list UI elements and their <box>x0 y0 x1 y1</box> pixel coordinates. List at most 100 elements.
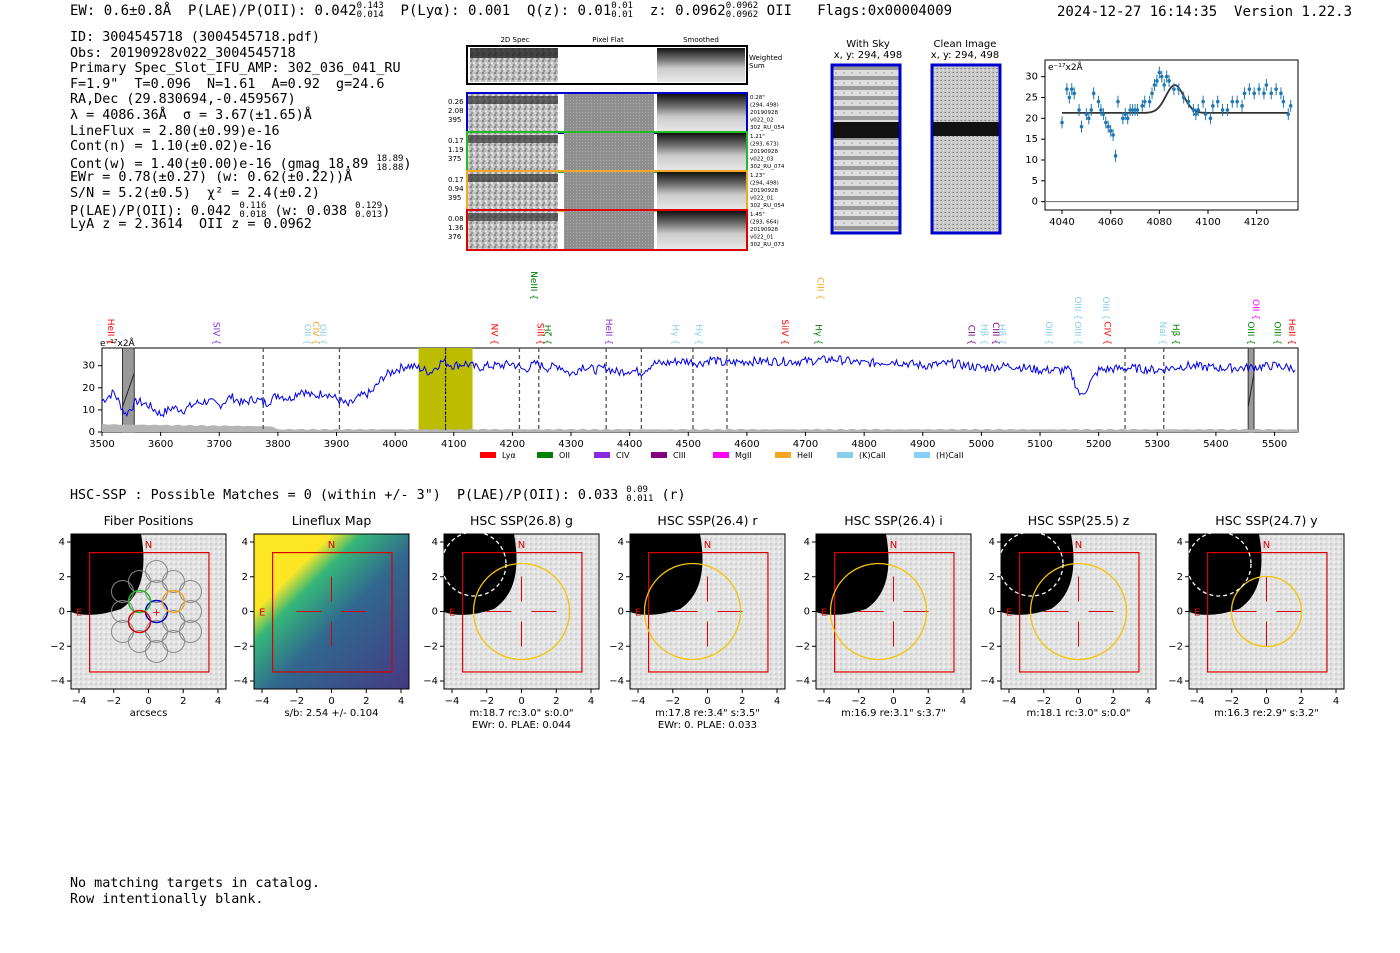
zoom-data-point <box>1142 99 1147 104</box>
cutout-row-value: 0.08 <box>448 215 464 223</box>
spectrum-line <box>101 355 1296 418</box>
hsc-white-aperture <box>441 531 507 597</box>
hsc-white-aperture <box>1186 531 1252 597</box>
hsc-y-tick-label: −4 <box>423 676 438 687</box>
hsc-y-tick-label: 0 <box>432 607 438 618</box>
hsc-y-tick-label: 0 <box>804 607 810 618</box>
cutout-row-meta: 0.28" <box>750 95 765 101</box>
col-smoothed-label: Smoothed <box>683 36 719 44</box>
hsc-north-label: N <box>145 540 152 551</box>
hsc-east-label: E <box>1194 608 1200 619</box>
hsc-aperture-box <box>833 551 955 673</box>
hsc-x-tick-label: 2 <box>925 696 931 707</box>
hsc-x-tick-label: −2 <box>1224 696 1239 707</box>
spectrum-plot-area <box>101 347 1299 433</box>
hsc-x-tick-label: 0 <box>328 696 334 707</box>
spectrum-emission-label: CIV { <box>1102 321 1112 345</box>
cutout-row-meta: (294, 498) <box>750 103 779 109</box>
legend-swatch <box>914 452 930 458</box>
hsc-yellow-aperture <box>643 562 742 661</box>
zoom-data-point <box>1181 95 1186 100</box>
hsc-panel-caption: arcsecs <box>130 708 168 719</box>
zoom-data-point <box>1281 99 1286 104</box>
hsc-y-tick-label: −2 <box>423 641 438 652</box>
hsc-y-tick-label: 4 <box>618 537 624 548</box>
hsc-panel-image <box>253 533 410 690</box>
cutout-row-meta: (294, 498) <box>750 181 779 187</box>
spectrum-x-tick-label: 5100 <box>1027 439 1052 450</box>
hsc-y-tick-label: 0 <box>242 607 248 618</box>
spectrum-emission-label: Hγ { <box>669 324 679 345</box>
hsc-aperture-box <box>647 551 769 673</box>
spectrum-emission-label: Hβ { <box>978 324 988 345</box>
cutout-smoothed <box>657 172 747 210</box>
col-pixel-flat-label: Pixel Flat <box>592 36 624 44</box>
hsc-x-tick-label: −2 <box>665 696 680 707</box>
hsc-panels: Fiber Positions + N E −4 −2 0 2 4 4 2 0 −2 −4 arcsecs L… <box>50 513 1345 728</box>
cutout-row-value: 1.19 <box>448 146 464 154</box>
zoom-data-point <box>1123 112 1128 116</box>
hsc-x-tick-label: −4 <box>255 696 270 707</box>
cutout-row-meta: 302_RU_073 <box>750 242 785 248</box>
hsc-y-tick-label: −4 <box>609 676 624 687</box>
spectrum-emission-label: Hγ { <box>693 324 703 345</box>
legend-swatch <box>713 452 729 458</box>
fiber-circle <box>179 620 202 643</box>
info-contn: Cont(n) = 1.10(±0.02)e-16 <box>70 139 272 155</box>
info-lineflux: LineFlux = 2.80(±0.99)e-16 <box>70 123 280 139</box>
header-plya: P(Lyα): 0.001 <box>400 3 511 19</box>
legend-label: CIII <box>673 451 686 460</box>
hsc-panel-caption: m:16.9 re:3.1" s:3.7" <box>841 708 946 719</box>
spectrum-y-label: e⁻¹⁷x2Å <box>100 337 136 349</box>
spectrum-emission-label: Hβ { <box>1170 324 1180 345</box>
legend-label: OII <box>559 451 570 460</box>
spectrum-x-tick-label: 4500 <box>676 439 701 450</box>
zoom-data-point <box>1140 104 1145 108</box>
hsc-east-label: E <box>259 608 265 619</box>
info-primary: Primary Spec_Slot_IFU_AMP: 302_036_041_R… <box>70 61 401 77</box>
zoom-data-point <box>1086 116 1091 121</box>
info-obs: Obs: 20190928v022_3004545718 <box>70 45 296 61</box>
zoom-data-point <box>1150 91 1154 96</box>
weighted-sum-smoothed <box>657 48 745 82</box>
hsc-x-tick-label: 2 <box>1110 696 1116 707</box>
spectrum-emission-label: OII { <box>1250 299 1260 320</box>
hsc-x-tick-label: 4 <box>215 696 221 707</box>
hsc-panel-caption: s/b: 2.54 +/- 0.104 <box>284 708 378 719</box>
cutout-row-meta: (293, 664) <box>750 220 779 226</box>
cutout-pixel-flat <box>564 172 654 210</box>
zoom-data-point <box>1099 108 1103 112</box>
zoom-y-tick-label: 15 <box>1025 134 1038 145</box>
zoom-data-point <box>1269 91 1274 96</box>
zoom-data-point <box>1157 70 1162 75</box>
hsc-y-tick-label: −2 <box>50 641 65 652</box>
hsc-y-tick-label: 2 <box>989 572 995 583</box>
hsc-panel: HSC SSP(26.4) i N E −4 −2 0 2 4 4 2 0 −2 −4 m:16.9 re… <box>795 513 972 719</box>
spectrum-emission-label: Hζ { <box>542 325 552 345</box>
spectrum-x-tick-label: 4600 <box>734 439 759 450</box>
spectrum-emission-label: OIII { <box>1072 321 1082 345</box>
spectrum-x-tick-label: 3600 <box>148 439 173 450</box>
hsc-y-tick-label: 0 <box>989 607 995 618</box>
hsc-aperture-box <box>462 551 583 673</box>
spectrum-emission-label: SiIV { <box>779 319 789 345</box>
hsc-x-tick-label: 0 <box>890 696 896 707</box>
header-plae: P(LAE)/P(OII): 0.042 <box>188 3 357 19</box>
hsc-panel-caption: m:17.8 re:3.4" s:3.5" <box>655 708 760 719</box>
legend-swatch <box>594 452 610 458</box>
hsc-x-tick-label: −4 <box>72 696 87 707</box>
spectrum-emission-label: OIII { <box>1043 321 1053 345</box>
legend-label: CIV <box>616 451 630 460</box>
zoom-y-tick-label: 5 <box>1032 176 1038 187</box>
header-ew: EW: 0.6±0.8Å <box>70 3 172 19</box>
zoom-data-point <box>1176 87 1181 91</box>
hsc-x-tick-label: 0 <box>1075 696 1081 707</box>
hsc-panel-caption-2: EWr: 0, PLAE: 0.033 <box>658 720 757 728</box>
hsc-y-tick-label: 2 <box>618 572 624 583</box>
zoom-data-point <box>1242 91 1247 96</box>
cutout-pixel-flat <box>564 94 654 132</box>
hsc-panel-title: Lineflux Map <box>292 513 372 528</box>
hsc-y-tick-label: −4 <box>233 676 248 687</box>
zoom-data-point <box>1084 112 1089 116</box>
